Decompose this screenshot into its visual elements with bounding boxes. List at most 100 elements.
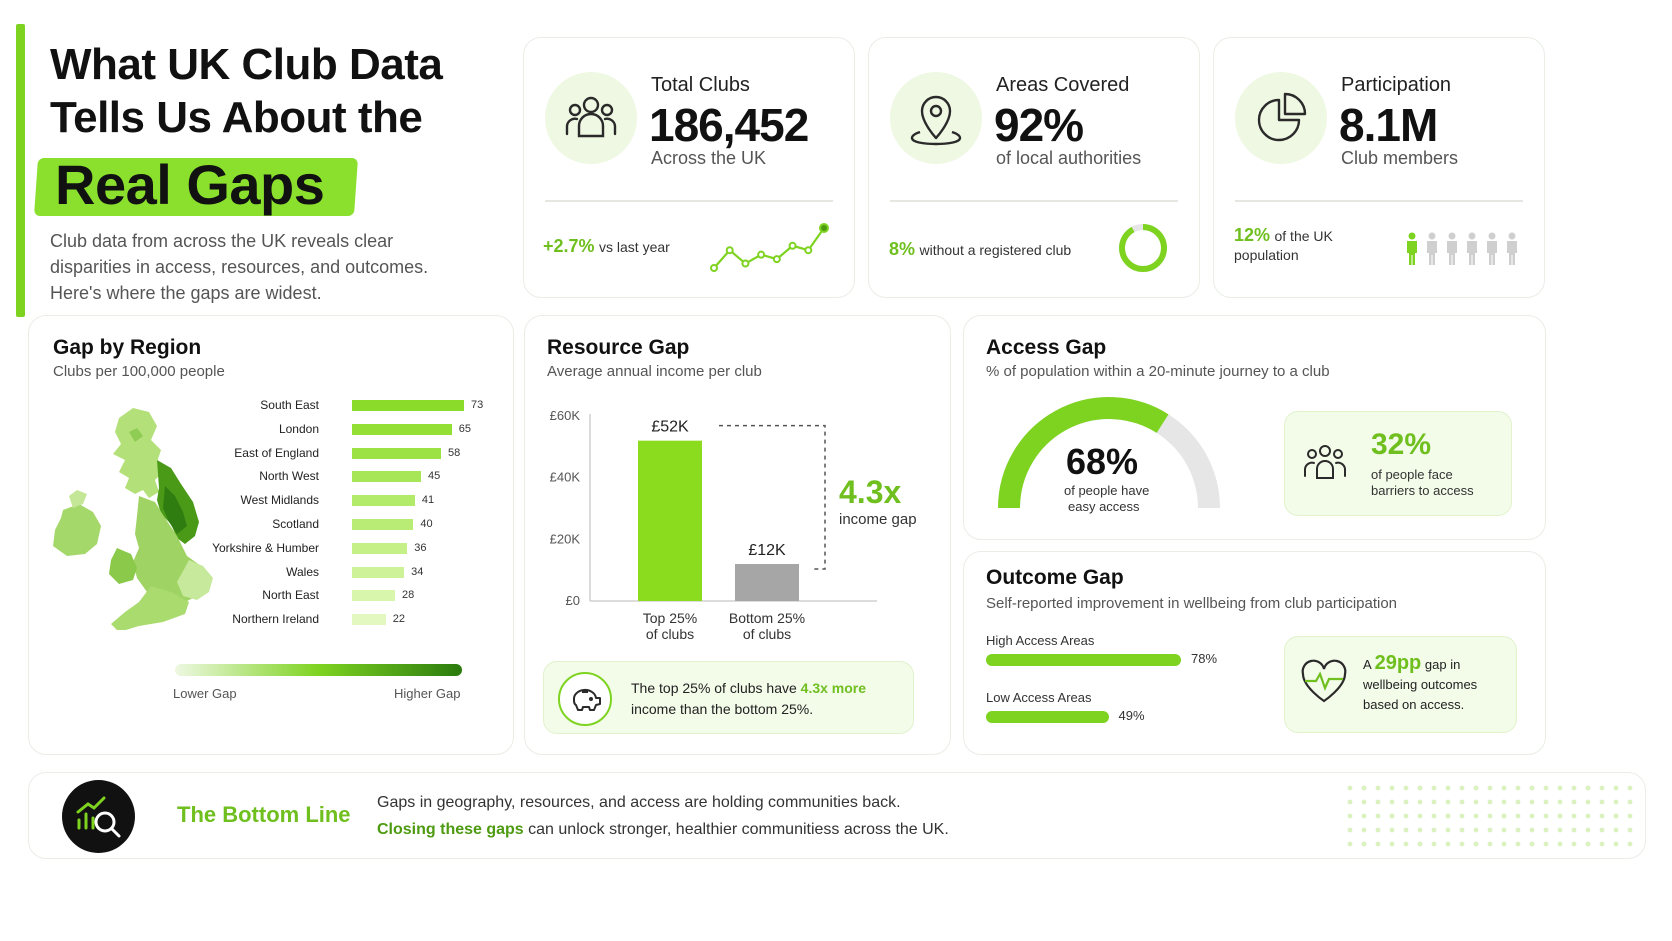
stat-note: 12% of the UK population <box>1234 226 1333 265</box>
x-category-label: Bottom 25% <box>729 610 805 626</box>
outcome-label: Low Access Areas <box>986 690 1092 705</box>
change-text: vs last year <box>599 239 670 255</box>
region-value: 36 <box>414 541 427 554</box>
card-subtitle: Self-reported improvement in wellbeing f… <box>986 595 1398 612</box>
stat-sub: Club members <box>1341 148 1459 168</box>
region-label: West Midlands <box>240 493 319 508</box>
region-label: Yorkshire & Humber <box>212 540 319 555</box>
region-label: North West <box>259 469 319 484</box>
chart-magnifier-icon <box>62 780 135 853</box>
accent-bar <box>16 24 25 317</box>
region-value: 28 <box>401 589 415 602</box>
person-figure-icon <box>1427 232 1437 265</box>
person-figure-icon <box>1487 232 1497 265</box>
people-group-icon <box>545 72 637 164</box>
trend-point <box>819 223 829 233</box>
outcome-value: 49% <box>1118 708 1145 723</box>
divider <box>545 200 833 202</box>
region-bar <box>352 447 441 459</box>
region-value: 45 <box>428 470 441 483</box>
y-tick-label: £20K <box>550 531 581 546</box>
change-value: +2.7% <box>543 236 595 256</box>
region-color-scale <box>175 664 462 676</box>
region-bar <box>352 471 422 483</box>
outcome-bar <box>986 654 1181 666</box>
region-bar <box>352 495 415 507</box>
region-bar <box>352 566 405 578</box>
region-value: 73 <box>471 399 484 411</box>
people-group-icon <box>1304 445 1346 479</box>
stat-label: Participation <box>1341 74 1452 96</box>
bottom-line-rest: can unlock stronger, healthier communiti… <box>528 821 949 838</box>
wellbeing-gap-box: A 29pp gap in wellbeing outcomes based o… <box>1284 636 1517 733</box>
trend-sparkline <box>710 223 829 272</box>
resource-note: The top 25% of clubs have 4.3x more inco… <box>543 661 914 734</box>
note-text: without a registered club <box>919 242 1072 258</box>
gap-pre: A <box>1363 657 1371 672</box>
card-subtitle: Average annual income per club <box>547 363 762 380</box>
region-value: 58 <box>447 446 461 459</box>
barrier-text: of people face <box>1371 467 1453 482</box>
trend-point <box>788 241 797 250</box>
note-text: The top 25% of clubs have 4.3x more inco… <box>631 678 911 720</box>
access-card: Access Gap % of population within a 20-m… <box>963 315 1546 540</box>
pie-chart-icon <box>1235 72 1327 164</box>
region-label: Scotland <box>272 517 319 531</box>
region-value: 40 <box>420 518 433 530</box>
region-value: 65 <box>458 422 471 435</box>
gap-bracket <box>719 424 826 570</box>
y-tick-label: £0 <box>566 593 580 608</box>
bottom-line-text-2: Closing these gaps can unlock stronger, … <box>377 821 949 839</box>
hero-title-line2: Tells Us About the <box>50 93 423 142</box>
gap-text-3: based on access. <box>1363 697 1465 712</box>
trend-point <box>741 259 750 268</box>
legend-high: Higher Gap <box>394 686 461 701</box>
card-title: Gap by Region <box>53 336 202 359</box>
card-subtitle: % of population within a 20-minute journ… <box>986 363 1330 380</box>
note-highlight: 4.3x more <box>800 680 867 696</box>
x-category-label: Top 25% <box>643 610 697 626</box>
note-highlight: 12% <box>1234 225 1271 245</box>
region-label: Northern Ireland <box>232 612 319 627</box>
uk-map-illustration <box>53 408 213 630</box>
trend-point <box>725 246 734 255</box>
barrier-value: 32% <box>1371 428 1432 461</box>
region-card: Gap by Region Clubs per 100,000 people S… <box>28 315 514 755</box>
bottom-line-highlight: Closing these gaps <box>377 821 524 838</box>
legend-low: Lower Gap <box>173 686 237 701</box>
hero-title: What UK Club Data Tells Us About the <box>50 38 443 144</box>
stat-sub: Across the UK <box>651 148 767 168</box>
gap-value: 29pp <box>1374 652 1422 674</box>
access-gauge <box>998 397 1220 509</box>
note-pre: The top 25% of clubs have <box>631 680 797 696</box>
stat-card-total-clubs: Total Clubs 186,452 Across the UK +2.7% … <box>523 37 855 298</box>
note-post: income than the bottom 25%. <box>631 701 814 717</box>
gauge-text: easy access <box>1068 499 1140 514</box>
gap-text: A 29pp gap in wellbeing outcomes based o… <box>1363 653 1477 715</box>
trend-point <box>710 264 718 272</box>
piggy-bank-icon <box>558 672 612 726</box>
barrier-box: 32% of people face barriers to access <box>1284 411 1512 516</box>
region-value: 41 <box>421 494 435 507</box>
region-value: 34 <box>411 565 424 578</box>
person-figure-icon <box>1467 232 1477 265</box>
person-figure-icon <box>1407 232 1417 265</box>
note-text: population <box>1234 247 1299 263</box>
heart-pulse-icon <box>1301 659 1347 703</box>
coverage-donut <box>1119 224 1167 272</box>
bar-value-label: £12K <box>748 542 786 559</box>
dot-pattern <box>1343 781 1633 849</box>
map-pin-icon <box>890 72 982 164</box>
region-bar <box>352 590 395 602</box>
region-bar <box>352 614 386 626</box>
donut-arc <box>1119 224 1167 272</box>
region-label: London <box>278 421 319 436</box>
trend-point <box>804 246 813 255</box>
region-bar <box>352 400 464 411</box>
x-category-label: of clubs <box>646 626 694 642</box>
population-figures <box>1404 232 1529 268</box>
gauge-text: of people have <box>1064 483 1150 498</box>
region-label: Wales <box>286 564 319 579</box>
region-bar <box>352 519 414 530</box>
